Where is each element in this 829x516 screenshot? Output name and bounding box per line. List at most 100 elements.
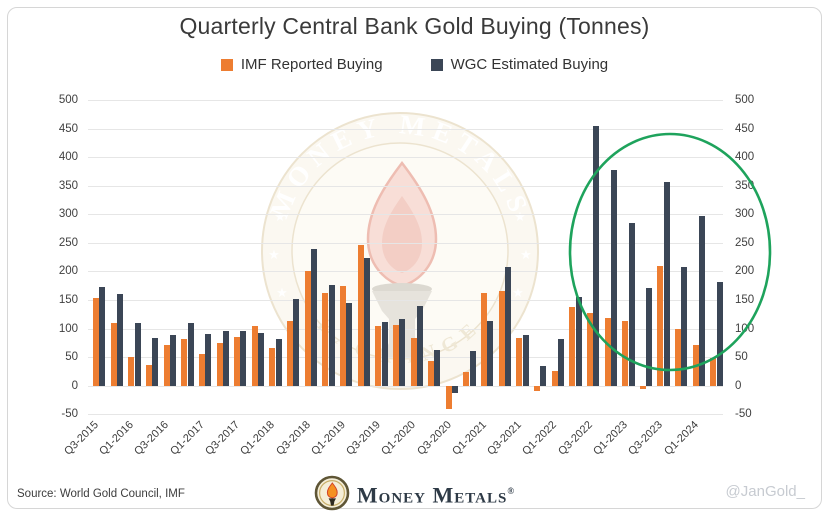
y-axis-right-tick-100: 100 [735,322,755,335]
chart-legend: IMF Reported Buying WGC Estimated Buying [0,56,829,73]
bar-wgc-Q3-2016 [169,335,176,386]
bar-imf-Q1-2022 [551,371,558,386]
y-axis-left-tick-200: 200 [58,265,78,278]
twitter-handle: @JanGold_ [725,483,805,500]
bar-imf-Q4-2023 [675,328,682,386]
y-axis-left-tick--50: -50 [61,408,78,421]
legend-item-wgc: WGC Estimated Buying [430,56,609,73]
wgc-legend-label: WGC Estimated Buying [450,56,609,73]
bar-imf-Q4-2022 [604,318,611,386]
bar-wgc-Q3-2015 [99,287,106,386]
bar-imf-Q3-2017 [234,336,241,386]
bar-imf-Q2-2019 [357,245,364,386]
bar-wgc-Q2-2018 [293,299,300,386]
bar-wgc-Q1-2019 [346,302,353,386]
bar-imf-Q2-2016 [145,365,152,386]
y-axis-right-tick-0: 0 [735,379,742,392]
svg-text:★: ★ [514,209,526,224]
bar-wgc-Q3-2019 [381,321,388,386]
bar-wgc-Q2-2022 [575,296,582,386]
money-metals-logo: Money Metals® [0,473,829,513]
bar-wgc-Q1-2022 [557,339,564,386]
legend-item-imf: IMF Reported Buying [220,56,383,73]
bar-wgc-Q2-2021 [505,266,511,386]
bar-wgc-Q4-2018 [328,284,335,386]
watermark-flame-core [382,196,422,273]
bar-imf-Q4-2015 [110,322,117,386]
y-axis-left-tick-100: 100 [58,322,78,335]
y-axis-right-tick-400: 400 [735,151,755,164]
gridline-350 [88,185,723,187]
bar-wgc-Q1-2018 [275,338,282,386]
bar-imf-Q2-2017 [216,342,223,386]
bar-wgc-Q1-2017 [205,333,212,386]
bar-wgc-Q1-2021 [487,321,494,386]
bar-wgc-Q4-2015 [116,293,123,386]
bar-wgc-Q3-2021 [522,334,529,386]
y-axis-right-tick-500: 500 [735,94,755,106]
bar-imf-Q3-2018 [304,271,311,386]
y-axis-left-tick-250: 250 [58,236,78,249]
bar-imf-Q1-2024 [692,344,699,386]
bar-imf-Q2-2024 [710,358,717,386]
y-axis-left-tick-350: 350 [58,179,78,192]
bar-imf-Q3-2022 [586,312,593,386]
bar-imf-Q2-2022 [569,307,576,386]
bar-imf-Q4-2020 [463,372,470,386]
gridline-50 [88,357,723,359]
bar-wgc-Q2-2020 [434,349,441,386]
bar-imf-Q1-2021 [481,292,488,386]
y-axis-right-tick-200: 200 [735,265,755,278]
gridline--50 [88,414,723,416]
bar-imf-Q2-2018 [287,320,293,386]
bar-wgc-Q2-2019 [363,257,370,386]
bar-imf-Q1-2017 [198,353,205,386]
bar-imf-Q3-2015 [93,297,99,386]
y-axis-right-tick-450: 450 [735,122,755,135]
bar-wgc-Q4-2023 [681,266,688,386]
bar-wgc-Q3-2023 [663,181,670,386]
y-axis-left-tick-300: 300 [58,208,78,221]
y-axis-left-tick-450: 450 [58,122,78,135]
svg-text:★: ★ [268,247,280,262]
svg-text:★: ★ [274,209,286,224]
source-note: Source: World Gold Council, IMF [17,488,185,500]
gridline-250 [88,242,723,244]
y-axis-right-tick--50: -50 [735,408,752,421]
y-axis-left-tick-400: 400 [58,151,78,164]
y-axis-right-tick-150: 150 [735,294,755,306]
bar-wgc-Q4-2021 [540,366,547,386]
y-axis-right-tick-250: 250 [735,236,755,249]
bar-imf-Q3-2020 [445,385,452,409]
gridline-500 [88,100,723,101]
bar-imf-Q3-2016 [163,344,170,386]
bar-wgc-Q4-2019 [399,319,406,386]
bar-imf-Q1-2023 [622,321,629,386]
bar-imf-Q1-2019 [339,285,346,386]
y-axis-left-tick-500: 500 [58,94,78,106]
gridline-450 [88,128,723,130]
bar-imf-Q4-2021 [534,385,540,392]
bar-imf-Q2-2020 [428,361,435,386]
gridline-100 [88,328,723,330]
registered-mark: ® [507,486,516,496]
svg-text:★: ★ [520,247,532,262]
imf-legend-swatch-icon [220,58,233,71]
bar-imf-Q2-2021 [498,291,505,386]
bar-imf-Q4-2017 [251,326,258,386]
bar-wgc-Q3-2020 [452,385,459,394]
bar-wgc-Q4-2022 [610,169,617,386]
bar-imf-Q3-2021 [516,338,523,386]
bar-wgc-Q2-2023 [646,288,653,386]
y-axis-left-tick-150: 150 [58,294,78,306]
money-metals-wordmark: Money Metals® [356,482,516,508]
gridline-400 [88,157,723,159]
money-metals-badge-icon [314,475,350,511]
bar-imf-Q2-2023 [639,385,646,389]
bar-wgc-Q1-2020 [416,306,423,386]
bar-wgc-Q1-2023 [628,223,635,386]
bar-wgc-Q3-2017 [240,330,247,386]
bar-imf-Q4-2019 [392,324,399,386]
svg-text:★: ★ [512,285,524,300]
